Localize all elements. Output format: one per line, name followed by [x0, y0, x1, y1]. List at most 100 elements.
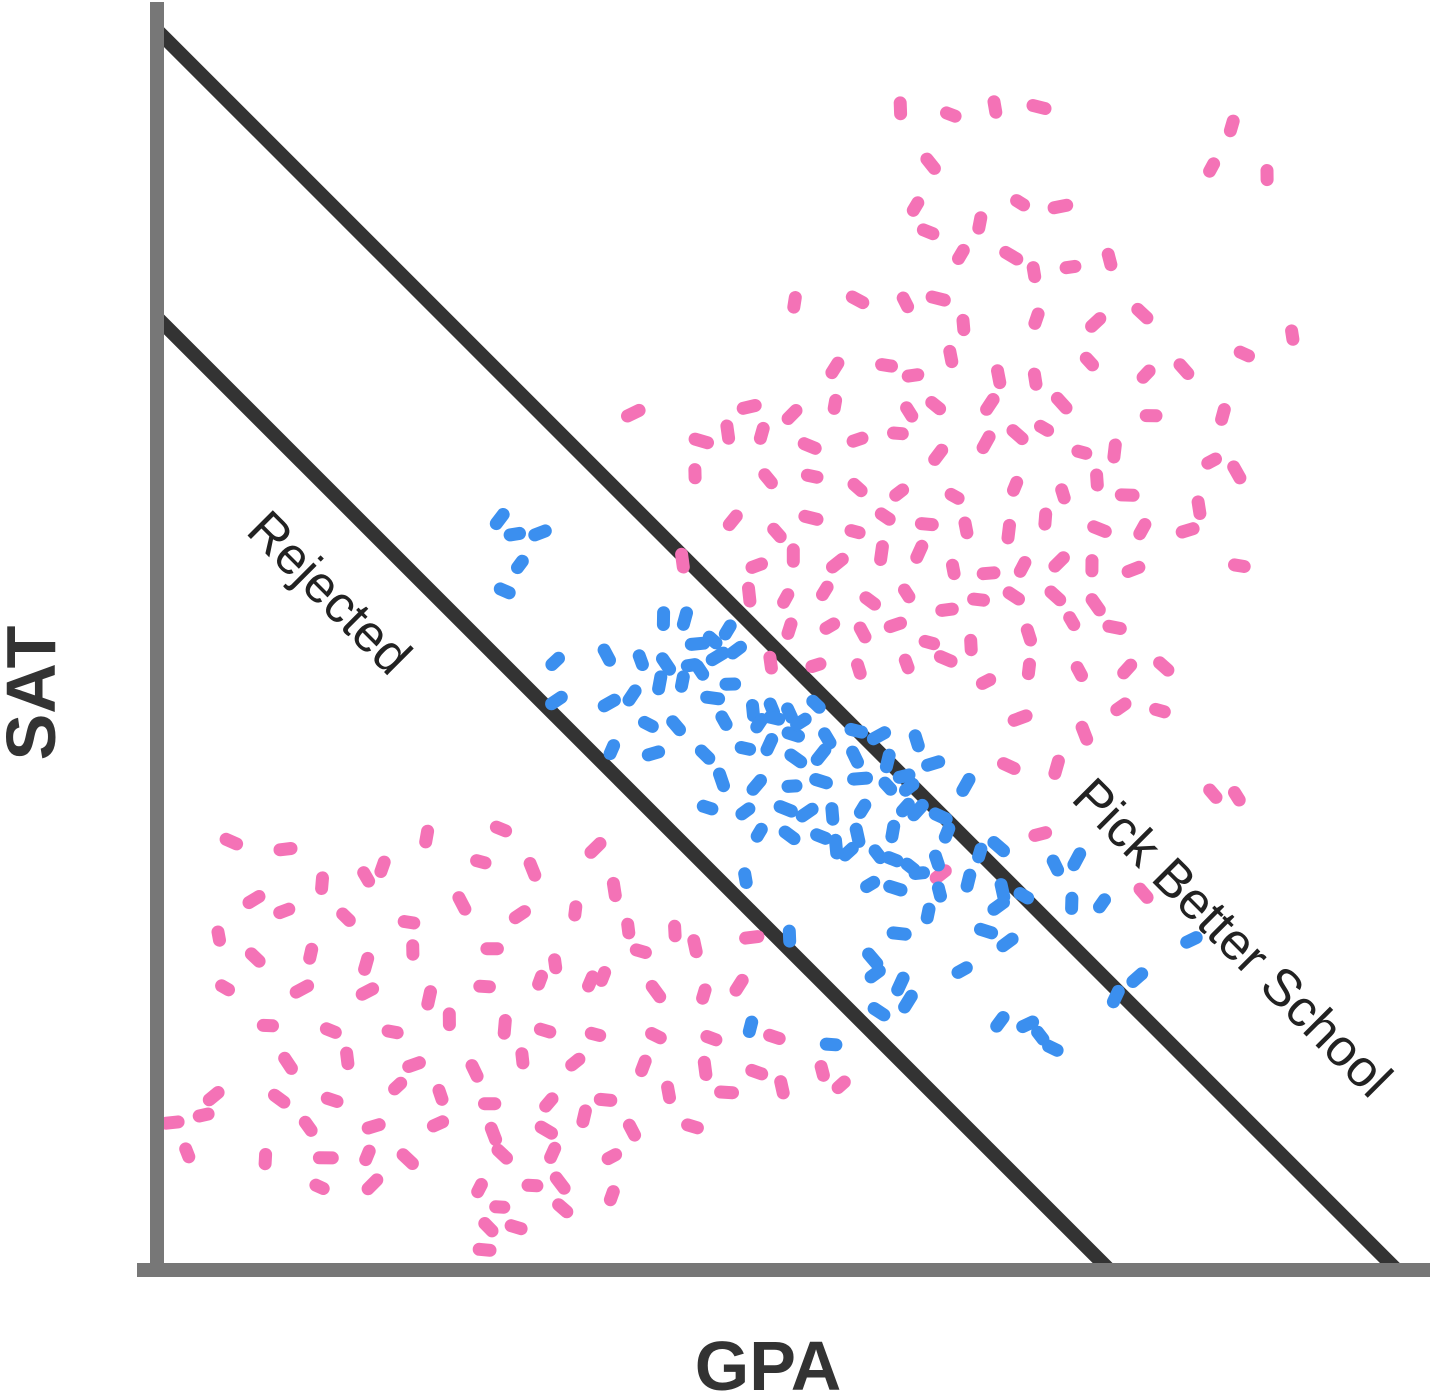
blue-point	[853, 798, 872, 819]
blue-point	[734, 741, 757, 756]
pink-point	[1028, 826, 1053, 842]
pink-point	[901, 368, 925, 383]
pink-point	[521, 1178, 544, 1193]
blue-point	[864, 964, 886, 984]
pink-point	[402, 1056, 426, 1073]
blue-point	[528, 524, 552, 542]
y-axis-label: SAT	[0, 626, 70, 761]
pink-point	[814, 1060, 830, 1082]
blue-point	[705, 646, 730, 667]
rejected-label: Rejected	[236, 500, 422, 686]
pink-point	[826, 552, 849, 574]
blue-point	[718, 619, 737, 641]
pick-better-school-label: Pick Better School	[1061, 767, 1402, 1108]
pink-point	[1027, 367, 1043, 391]
pink-point	[1223, 114, 1240, 138]
pink-point	[565, 1052, 586, 1072]
pink-point	[1228, 558, 1251, 573]
pink-point	[944, 487, 965, 505]
pink-point	[991, 364, 1007, 390]
pink-point	[340, 1046, 355, 1071]
blue-point	[684, 636, 711, 651]
blue-point	[885, 819, 901, 844]
pink-point	[359, 1144, 376, 1167]
pink-point	[303, 942, 319, 965]
pink-point	[700, 1030, 723, 1047]
pink-point	[601, 1148, 623, 1166]
blue-point	[1042, 1039, 1064, 1057]
pink-point	[497, 1014, 512, 1040]
pink-point	[358, 951, 375, 976]
pink-point	[898, 583, 916, 604]
pink-point	[595, 966, 612, 987]
pink-point	[800, 468, 824, 484]
pink-point	[215, 979, 235, 997]
pink-point	[1110, 697, 1132, 717]
blue-point	[862, 947, 884, 971]
blue-point	[896, 797, 915, 818]
pink-point	[940, 106, 962, 123]
pink-point	[388, 1076, 408, 1096]
pink-point	[918, 634, 941, 651]
blue-point	[987, 836, 1010, 858]
pink-point	[1006, 424, 1029, 446]
pink-point	[767, 522, 787, 544]
blue-point	[656, 652, 677, 676]
blue-point	[819, 1037, 843, 1052]
blue-point	[921, 755, 946, 772]
blue-point	[810, 828, 832, 845]
pink-point	[1020, 623, 1037, 647]
blue-point	[781, 726, 805, 743]
blue-point	[882, 851, 904, 868]
blue-point	[867, 1002, 891, 1022]
pink-point	[887, 426, 909, 441]
pink-point	[928, 443, 949, 466]
pink-point	[192, 1107, 215, 1123]
pink-point	[964, 633, 978, 657]
blue-point	[746, 699, 760, 723]
pink-point	[645, 979, 667, 1004]
blue-point	[713, 767, 730, 793]
pink-point	[361, 1173, 384, 1196]
blue-point	[892, 768, 916, 784]
pink-point	[781, 617, 798, 640]
pink-point	[621, 917, 636, 940]
pink-point	[1070, 661, 1088, 682]
pink-point	[1002, 586, 1025, 606]
blue-point	[676, 606, 693, 631]
pink-point	[419, 824, 435, 849]
pink-point	[925, 290, 951, 307]
pink-point	[1007, 709, 1033, 727]
blue-point	[760, 733, 779, 757]
pink-point	[1201, 452, 1222, 470]
pink-point	[336, 907, 356, 927]
blue-point	[750, 713, 769, 734]
pink-point	[452, 891, 472, 916]
pink-point	[278, 1051, 298, 1075]
pink-point	[952, 243, 970, 265]
pink-point	[851, 658, 867, 680]
blue-point	[990, 1011, 1010, 1033]
blue-point	[545, 651, 565, 671]
pink-point	[668, 919, 682, 943]
blue-point	[690, 659, 710, 681]
blue-point	[503, 526, 526, 542]
pink-point	[714, 1085, 739, 1100]
pink-point	[883, 616, 907, 634]
pink-point	[548, 953, 563, 975]
pink-point	[268, 1088, 291, 1109]
pink-point	[1085, 593, 1106, 617]
pink-point	[202, 1086, 225, 1107]
pink-point	[958, 516, 974, 540]
pink-point	[900, 401, 919, 423]
pink-point	[1021, 657, 1036, 681]
pink-point	[472, 1242, 497, 1257]
pink-point	[1034, 419, 1055, 437]
pink-point	[1285, 324, 1300, 346]
blue-point	[694, 744, 716, 765]
blue-point	[878, 776, 898, 796]
blue-point	[641, 745, 666, 762]
blue-point	[597, 693, 621, 713]
pink-point	[933, 650, 958, 668]
pink-point	[889, 483, 910, 502]
